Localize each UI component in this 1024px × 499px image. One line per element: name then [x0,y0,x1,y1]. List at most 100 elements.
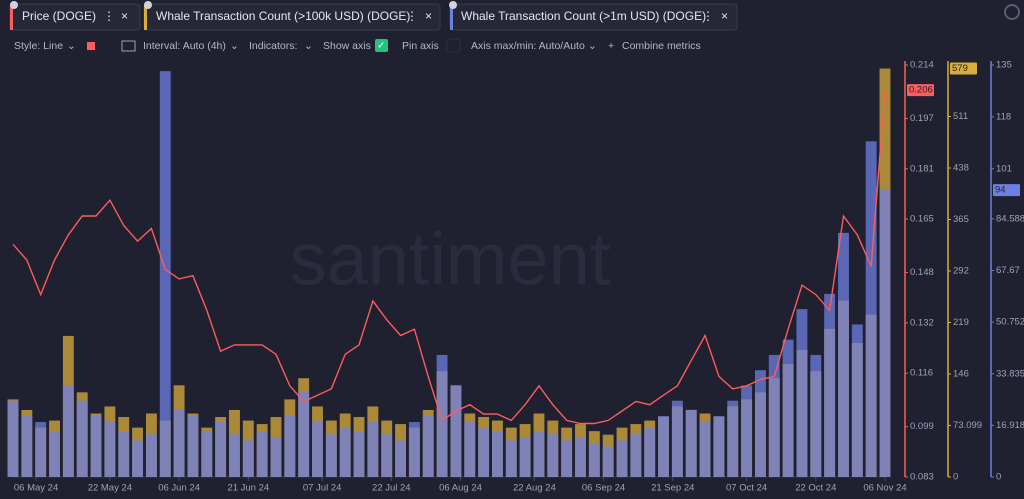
y-tick-label: 73.099 [953,420,982,431]
tab-menu[interactable]: ⋮ [406,9,418,23]
tab-color [144,4,147,30]
y-tick-label: 365 [953,214,969,225]
bar [339,428,351,477]
style-select[interactable]: Style: Line [14,40,63,52]
bar [353,431,365,477]
combine-metrics[interactable]: Combine metrics [622,40,701,52]
bar [602,446,614,477]
y-tick-label: 0.083 [910,472,934,483]
last-value-box [950,62,977,75]
bar [395,440,407,477]
tab-label: Whale Transaction Count (>100k USD) (DOG… [156,9,410,23]
pin-axis-checkbox[interactable] [446,38,461,53]
tab-close[interactable]: × [121,9,128,23]
show-axis-label: Show axis [323,40,371,52]
bar [547,434,559,477]
bar [7,400,19,477]
lock-icon [10,1,18,9]
last-value-label: 94 [995,185,1006,196]
bar [62,385,74,477]
x-tick-label: 07 Jul 24 [303,483,342,494]
bar [879,190,891,478]
bar [104,422,116,477]
chevron: ⌄ [304,40,313,52]
bar [187,415,199,477]
y-tick-label: 0.197 [910,113,934,124]
chevron: ⌄ [230,40,239,52]
interval-select[interactable]: Interval: Auto (4h) [143,40,226,52]
x-tick-label: 06 Aug 24 [439,483,482,494]
bar [173,409,185,477]
axis-minmax-select[interactable]: Axis max/min: Auto/Auto [471,40,585,52]
bar [644,428,656,477]
bar [768,354,780,477]
bar [132,440,144,477]
y-tick-label: 118 [996,111,1011,122]
bar [533,431,545,477]
bar [588,443,600,477]
pin-axis-label: Pin axis [402,40,439,52]
show-axis-checkbox[interactable] [375,39,388,52]
bar [727,400,739,477]
y-tick-label: 292 [953,266,969,277]
tab-menu[interactable]: ⋮ [103,9,115,23]
bar [118,431,130,477]
bar [145,434,157,477]
bar [754,370,766,477]
chevron: ⌄ [67,40,76,52]
bar [685,409,697,477]
bar [436,354,448,477]
bar [159,71,171,478]
y-tick-label: 101 [996,163,1012,174]
bar [76,400,88,477]
bar [229,434,240,477]
bar [408,422,420,477]
bar [851,324,863,477]
plot-area: 0.083 0.099 0.116 0.132 0.148 0.165 0.181 0.197… [7,60,1024,494]
bar [491,431,503,477]
y-tick-label: 146 [953,369,969,380]
y-tick-label: 0.165 [910,214,934,225]
y-tick-label: 0 [953,472,958,483]
bar [298,391,310,477]
bar [312,422,323,477]
y-tick-label: 0.099 [910,421,934,432]
y-tick-label: 84.588 [996,213,1024,224]
bar [49,431,60,477]
tab-menu[interactable]: ⋮ [702,9,714,23]
x-tick-label: 21 Jun 24 [227,483,269,494]
x-tick-label: 06 Jun 24 [158,483,200,494]
color-swatch[interactable] [87,42,95,50]
y-tick-label: 0 [996,472,1001,483]
lock-icon [449,1,457,9]
bar [450,385,462,477]
bar [699,422,711,477]
settings-icon[interactable] [1004,4,1020,20]
bar [201,431,213,477]
plus-icon: + [608,40,614,52]
last-value-box [993,184,1020,197]
bar [325,434,337,477]
bar [242,440,254,477]
y-tick-label: 0.132 [910,317,934,328]
bar [478,428,490,477]
bar [561,440,573,477]
tab-close[interactable]: × [721,9,728,23]
bar [381,434,393,477]
x-tick-label: 22 May 24 [88,483,132,494]
y-tick-label: 438 [953,163,969,174]
bar [810,354,822,477]
last-value-label: 0.206 [909,85,933,96]
tab-color [10,4,13,30]
tab-close[interactable]: × [425,9,432,23]
bar [90,415,102,477]
bar [838,232,849,477]
tabs: Price (DOGE) ⋮ × Whale Transaction Count… [9,1,1020,31]
interval-icon [121,40,136,52]
y-tick-label: 0.214 [910,60,934,71]
indicators-select[interactable]: Indicators: [249,40,297,52]
check-mark: ✓ [377,41,385,52]
bar [35,422,47,477]
